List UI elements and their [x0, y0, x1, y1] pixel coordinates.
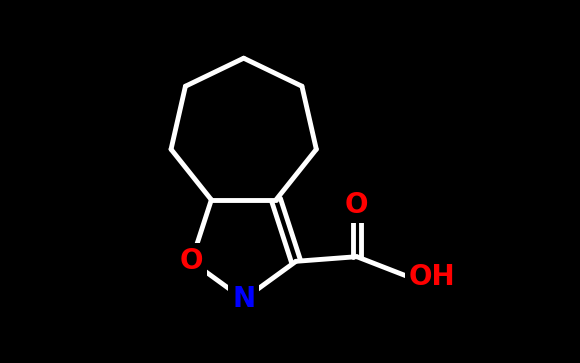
- Text: N: N: [232, 285, 255, 313]
- Text: OH: OH: [409, 263, 455, 291]
- Text: O: O: [180, 247, 203, 275]
- Text: O: O: [345, 191, 368, 219]
